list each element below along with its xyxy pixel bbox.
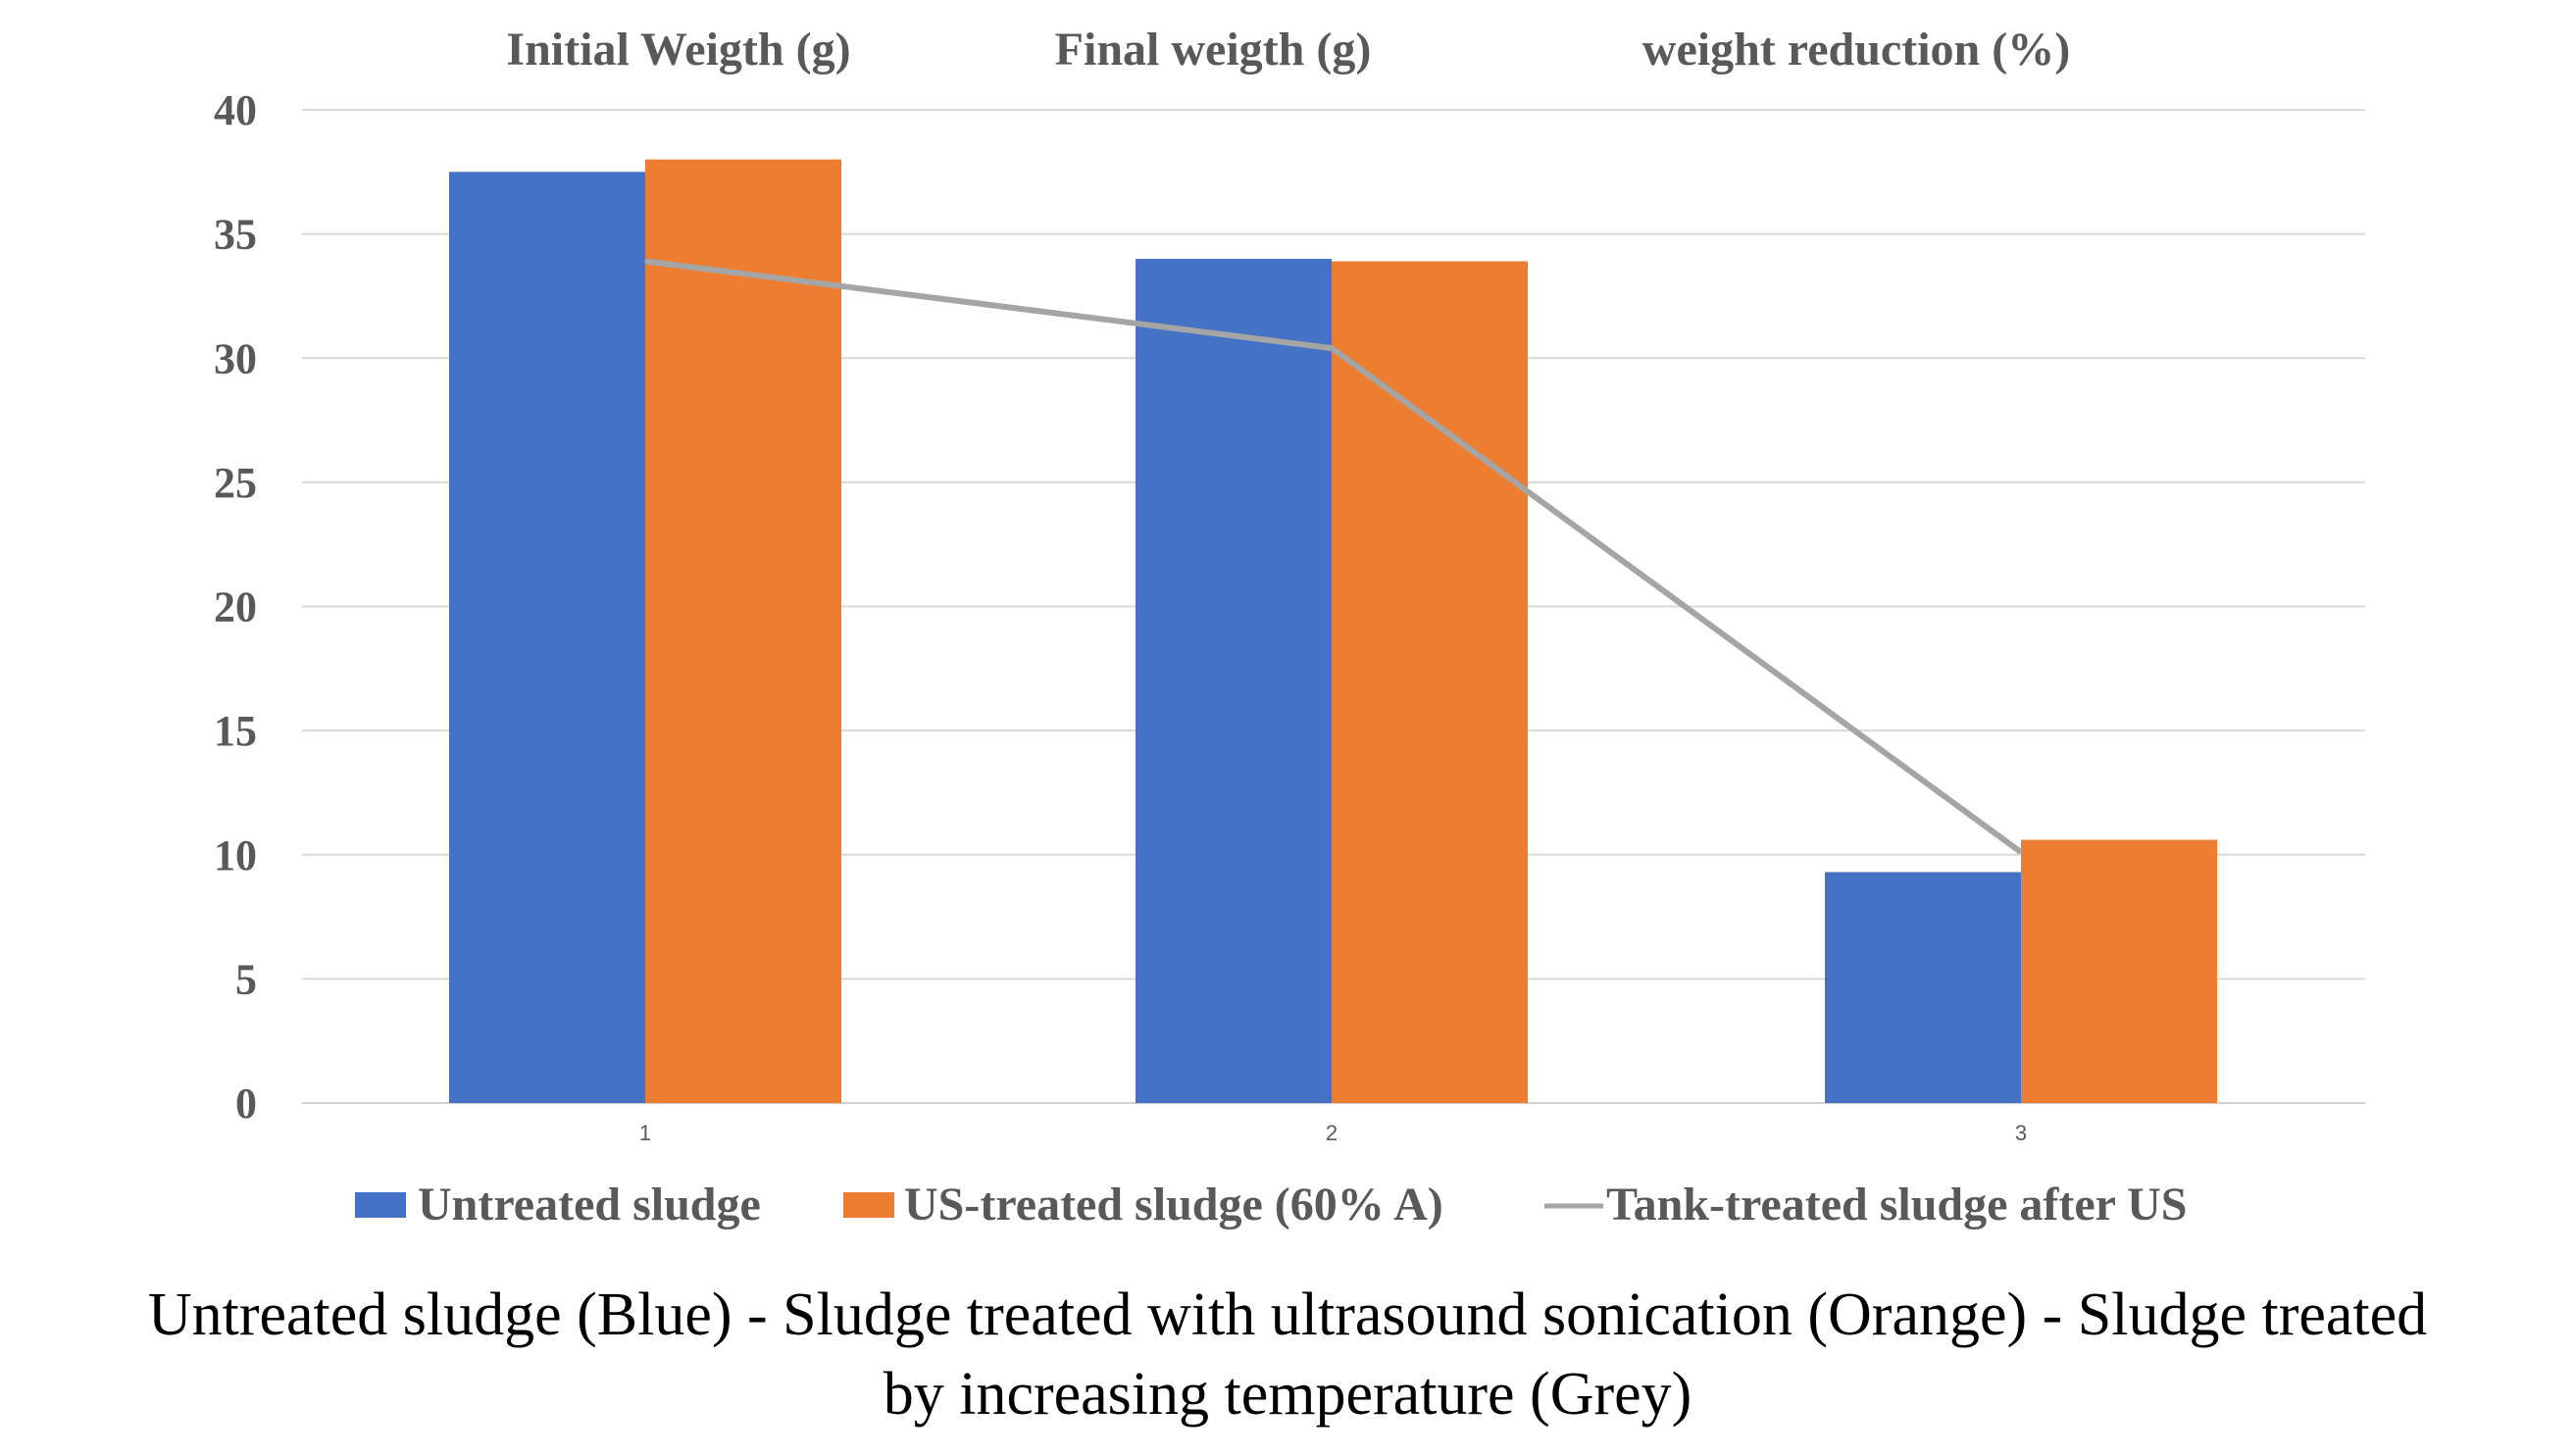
legend-label-untreated: Untreated sludge bbox=[418, 1179, 761, 1230]
line-point-tank-treated-2 bbox=[1331, 347, 1333, 350]
header-initial-weight: Initial Weigth (g) bbox=[506, 24, 850, 75]
bar-us-treated-3 bbox=[2021, 839, 2217, 1103]
bars bbox=[449, 159, 2217, 1103]
y-tick-label-10: 10 bbox=[214, 831, 257, 879]
y-tick-label-15: 15 bbox=[214, 707, 257, 755]
y-tick-label-30: 30 bbox=[214, 334, 257, 382]
caption: Untreated sludge (Blue) - Sludge treated… bbox=[148, 1281, 2427, 1428]
bar-us-treated-2 bbox=[1332, 261, 1528, 1103]
x-axis-labels: 1 2 3 bbox=[639, 1121, 2027, 1145]
legend-swatch-untreated bbox=[355, 1192, 406, 1218]
header-weight-reduction: weight reduction (%) bbox=[1642, 24, 2070, 75]
bar-untreated-1 bbox=[449, 172, 645, 1103]
line-point-tank-treated-1 bbox=[644, 260, 646, 263]
legend-label-us-treated: US-treated sludge (60% A) bbox=[904, 1179, 1443, 1230]
y-tick-label-20: 20 bbox=[214, 583, 257, 631]
bar-untreated-3 bbox=[1825, 872, 2021, 1103]
x-tick-label-3: 3 bbox=[2015, 1121, 2027, 1145]
bar-us-treated-1 bbox=[645, 159, 841, 1103]
caption-line-2: by increasing temperature (Grey) bbox=[884, 1361, 1692, 1428]
line-point-tank-treated-3 bbox=[2020, 851, 2022, 854]
y-tick-label-0: 0 bbox=[235, 1079, 257, 1128]
line-series bbox=[644, 258, 2023, 855]
column-headers: Initial Weigth (g) Final weigth (g) weig… bbox=[506, 24, 2070, 75]
x-tick-label-1: 1 bbox=[639, 1121, 651, 1145]
y-tick-label-25: 25 bbox=[214, 459, 257, 507]
bar-untreated-2 bbox=[1136, 258, 1332, 1103]
legend-label-tank-treated: Tank-treated sludge after US bbox=[1606, 1179, 2187, 1230]
y-tick-label-35: 35 bbox=[214, 211, 257, 259]
legend: Untreated sludge US-treated sludge (60% … bbox=[355, 1179, 2187, 1230]
y-tick-label-40: 40 bbox=[214, 86, 257, 134]
header-final-weight: Final weigth (g) bbox=[1055, 24, 1372, 75]
y-axis-ticks: 0 5 10 15 20 25 30 35 40 bbox=[214, 86, 257, 1128]
caption-line-1: Untreated sludge (Blue) - Sludge treated… bbox=[148, 1281, 2427, 1348]
x-tick-label-2: 2 bbox=[1326, 1121, 1338, 1145]
y-tick-label-5: 5 bbox=[235, 955, 257, 1003]
legend-swatch-us-treated bbox=[843, 1192, 894, 1218]
